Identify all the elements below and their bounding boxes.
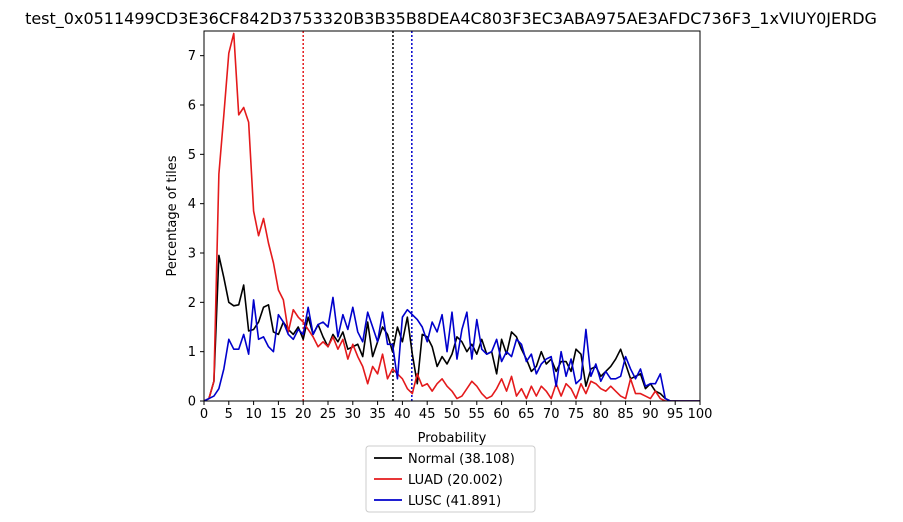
y-tick-label: 4 — [188, 197, 196, 212]
y-tick-label: 1 — [188, 345, 196, 360]
y-axis-label: Percentage of tiles — [165, 155, 180, 276]
x-tick-label: 35 — [369, 407, 386, 422]
x-tick-label: 95 — [667, 407, 684, 422]
x-tick-label: 20 — [295, 407, 312, 422]
legend-label-2: LUSC (41.891) — [408, 494, 501, 509]
series-line-2 — [204, 296, 700, 401]
chart-title: test_0x0511499CD3E36CF842D3753320B3B35B8… — [25, 9, 877, 29]
x-tick-label: 40 — [394, 407, 411, 422]
series-layer — [204, 32, 700, 401]
y-tick-label: 7 — [188, 49, 196, 64]
legend-label-0: Normal (38.108) — [408, 452, 515, 467]
x-tick-label: 80 — [593, 407, 610, 422]
x-tick-label: 65 — [518, 407, 535, 422]
y-tick-label: 2 — [188, 296, 196, 311]
plot-frame — [203, 30, 701, 402]
x-tick-label: 70 — [543, 407, 560, 422]
y-tick-label: 0 — [188, 395, 196, 410]
x-tick-label: 10 — [245, 407, 262, 422]
series-line-1 — [204, 32, 700, 401]
x-tick-label: 45 — [419, 407, 436, 422]
legend-label-1: LUAD (20.002) — [408, 473, 503, 488]
x-tick-label: 25 — [320, 407, 337, 422]
y-tick-label: 3 — [188, 247, 196, 262]
x-tick-label: 100 — [688, 407, 713, 422]
series-line-0 — [204, 254, 700, 401]
x-tick-label: 60 — [493, 407, 510, 422]
x-tick-label: 75 — [568, 407, 585, 422]
x-tick-label: 55 — [469, 407, 486, 422]
x-axis-label: Probability — [418, 431, 487, 446]
legend-box — [365, 445, 536, 513]
y-tick-label: 5 — [188, 148, 196, 163]
x-tick-label: 50 — [444, 407, 461, 422]
x-tick-label: 30 — [345, 407, 362, 422]
legend: Normal (38.108) LUAD (20.002) LUSC (41.891… — [365, 445, 536, 513]
x-tick-label: 5 — [225, 407, 233, 422]
x-axis: 0 5 10 15 20 25 30 35 40 45 50 55 60 65 70 75 80 85 90 95 10… — [200, 401, 713, 422]
y-tick-label: 6 — [188, 99, 196, 114]
x-tick-label: 0 — [200, 407, 208, 422]
x-tick-label: 90 — [642, 407, 659, 422]
x-tick-label: 15 — [270, 407, 287, 422]
y-axis: 0 1 2 3 4 5 6 7 — [188, 49, 204, 410]
x-tick-label: 85 — [617, 407, 634, 422]
